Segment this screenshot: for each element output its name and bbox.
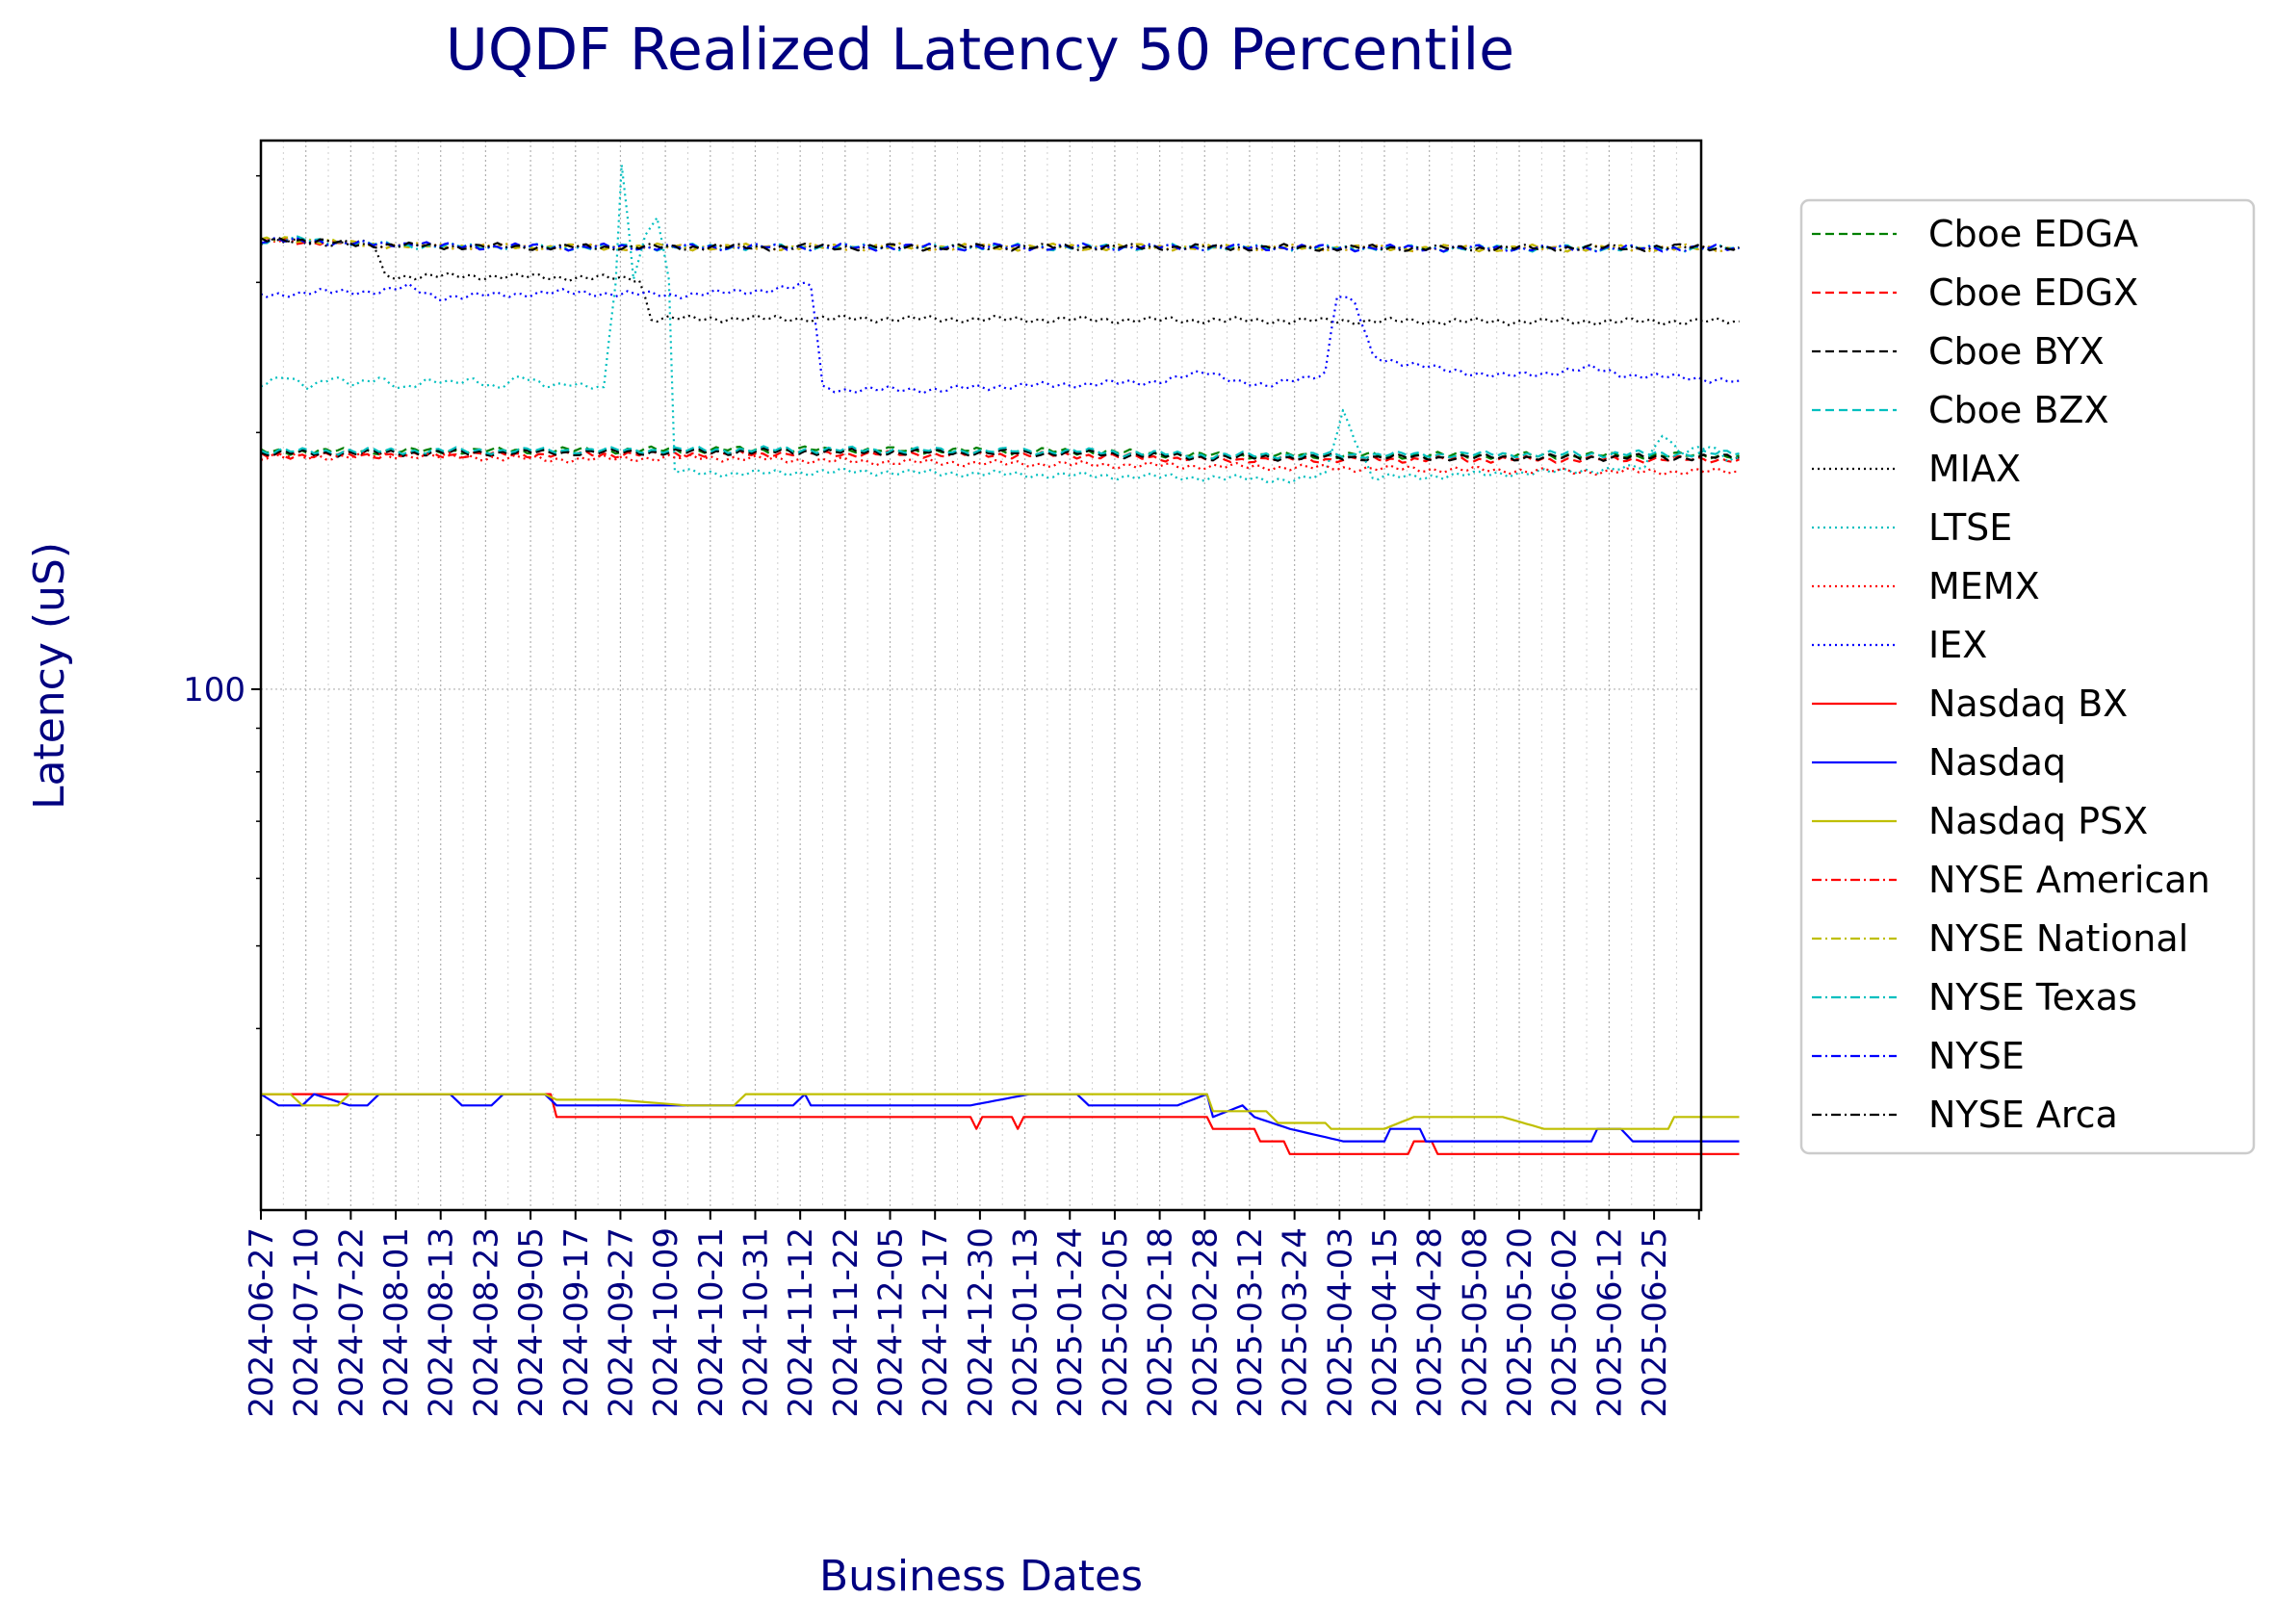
x-tick-label: 2025-01-13 (1007, 1227, 1046, 1418)
x-tick-label: 2024-09-27 (602, 1227, 640, 1418)
legend-entry-label: MIAX (1928, 448, 2021, 490)
legend-entry-label: IEX (1928, 624, 1987, 666)
x-tick-label: 2024-12-17 (917, 1227, 955, 1418)
x-tick-label: 2025-03-24 (1277, 1227, 1315, 1418)
x-tick-label: 2025-01-24 (1051, 1227, 1090, 1418)
x-tick-label: 2025-04-15 (1366, 1227, 1405, 1418)
x-tick-label: 2024-09-05 (512, 1227, 551, 1418)
x-tick-label: 2024-09-17 (557, 1227, 596, 1418)
x-axis: 2024-06-27 2024-07-10 2024-07-22 2024-08-01… (243, 1210, 1700, 1418)
series-line-nyse-arca (260, 236, 1740, 253)
y-axis: 100 (183, 174, 261, 1136)
legend-entry-label: Nasdaq PSX (1928, 800, 2148, 842)
x-tick-label: 2024-12-05 (872, 1227, 911, 1418)
legend-entry-label: Cboe BZX (1928, 389, 2109, 431)
plot-area-frame (259, 139, 1703, 1212)
legend-frame (1799, 198, 2256, 1155)
legend-entry-label: NYSE (1928, 1035, 2025, 1077)
series-lines (260, 164, 1740, 1155)
series-line-ltse (260, 164, 1740, 484)
x-tick-label: 2024-08-01 (377, 1227, 416, 1418)
legend-entry-label: MEMX (1928, 565, 2040, 607)
x-tick-label: 2025-02-28 (1186, 1227, 1225, 1418)
series-line-cboe-byx (260, 447, 1740, 462)
legend-entry-label: NYSE American (1928, 859, 2210, 901)
series-line-nyse-national (260, 236, 1740, 253)
x-tick-label: 2025-06-25 (1636, 1227, 1674, 1418)
x-tick-label: 2025-03-12 (1231, 1227, 1270, 1418)
x-tick-label: 2024-07-22 (332, 1227, 371, 1418)
grid (260, 141, 1701, 1210)
x-tick-label: 2025-04-28 (1411, 1227, 1450, 1418)
y-axis-label: Latency (uS) (25, 542, 74, 810)
x-tick-label: 2024-10-21 (692, 1227, 731, 1418)
x-tick-label: 2024-07-10 (288, 1227, 326, 1418)
series-line-cboe-bzx (260, 445, 1740, 460)
legend-entry-label: NYSE National (1928, 917, 2188, 960)
legend-entry-label: Cboe EDGA (1928, 213, 2138, 255)
y-tick-label: 100 (183, 671, 245, 709)
x-tick-label: 2024-10-09 (647, 1227, 685, 1418)
legend-entry-label: Cboe EDGX (1928, 271, 2138, 314)
legend-entry-label: Nasdaq BX (1928, 683, 2128, 725)
x-tick-label: 2025-02-18 (1142, 1227, 1180, 1418)
x-tick-label: 2025-06-02 (1546, 1227, 1585, 1418)
x-tick-label: 2024-10-31 (736, 1227, 775, 1418)
series-line-iex (260, 281, 1740, 395)
x-tick-label: 2025-05-08 (1456, 1227, 1494, 1418)
x-tick-label: 2025-04-03 (1321, 1227, 1359, 1418)
legend-entry-label: Cboe BYX (1928, 330, 2105, 373)
x-tick-label: 2024-11-22 (827, 1227, 866, 1418)
x-axis-label: Business Dates (819, 1552, 1143, 1601)
series-line-nasdaq-psx (261, 1093, 1740, 1130)
x-tick-label: 2024-11-12 (782, 1227, 820, 1418)
x-tick-label: 2025-06-12 (1590, 1227, 1629, 1418)
x-tick-label: 2024-08-23 (467, 1227, 505, 1418)
chart-title: UQDF Realized Latency 50 Percentile (446, 16, 1514, 84)
legend-entry-label: LTSE (1928, 506, 2012, 549)
series-line-cboe-edgx (260, 449, 1740, 465)
x-tick-label: 2025-02-05 (1097, 1227, 1135, 1418)
legend-entry-label: NYSE Arca (1928, 1094, 2118, 1136)
series-line-miax (260, 238, 1740, 326)
x-tick-label: 2024-08-13 (423, 1227, 461, 1418)
legend-entry-label: Nasdaq (1928, 741, 2066, 784)
x-tick-label: 2025-05-20 (1501, 1227, 1539, 1418)
legend: Cboe EDGA Cboe EDGX Cboe BYX Cboe BZX MIAX LT… (1799, 198, 2256, 1155)
legend-entry-label: NYSE Texas (1928, 976, 2137, 1018)
x-tick-label: 2024-12-30 (962, 1227, 1000, 1418)
x-tick-label: 2024-06-27 (243, 1227, 281, 1418)
